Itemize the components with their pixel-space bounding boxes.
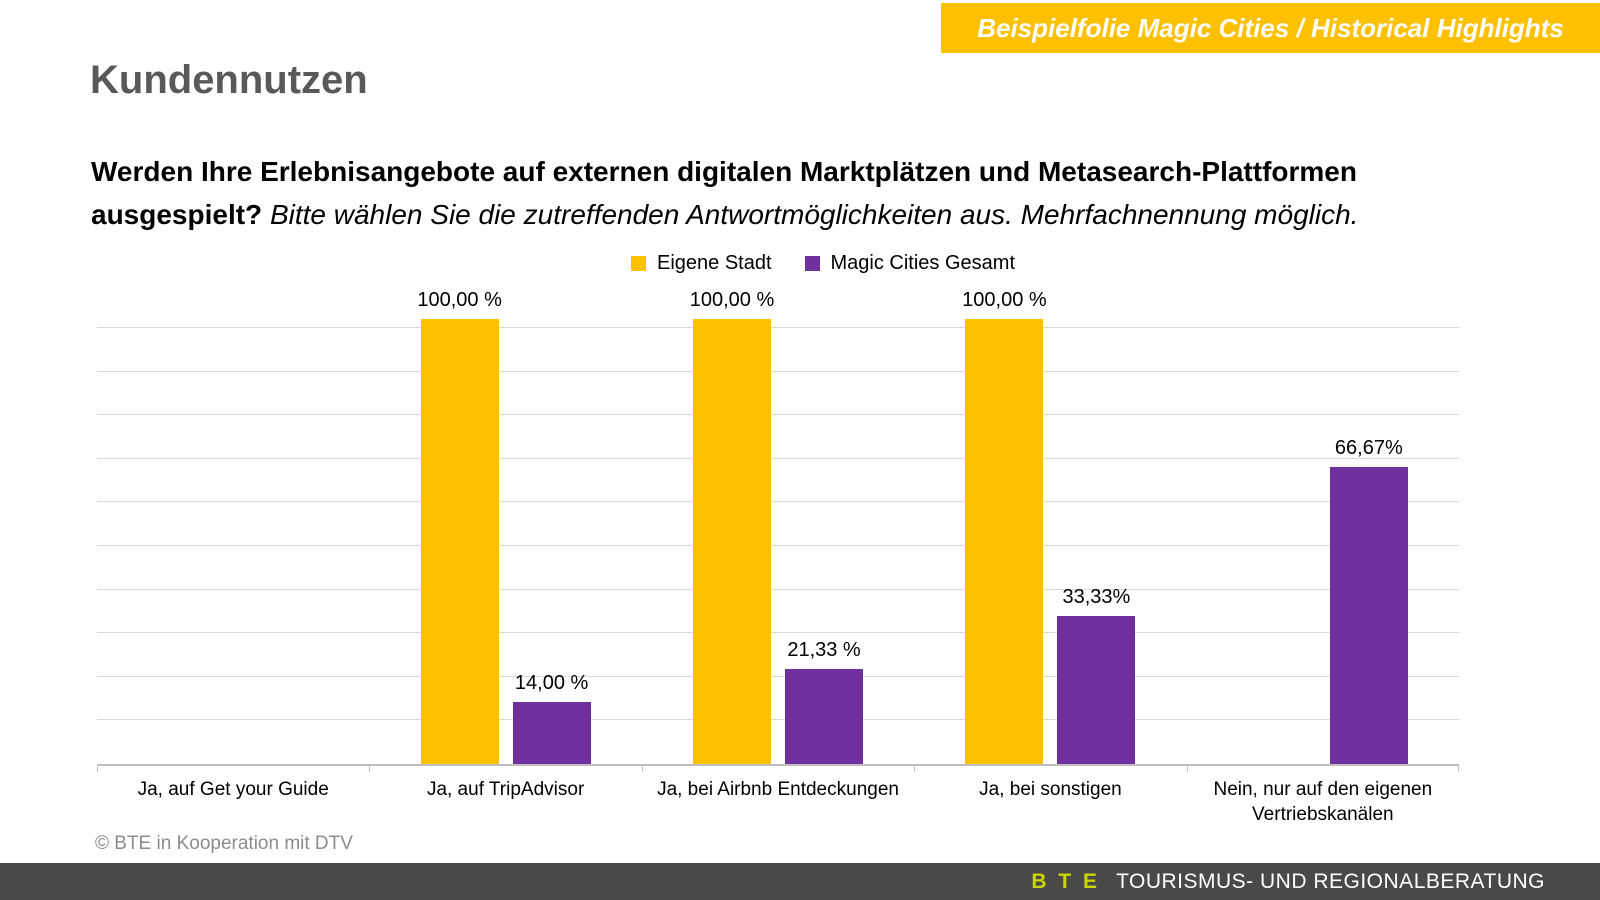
page-title: Kundennutzen	[90, 58, 368, 102]
bar-eigene-stadt: 100,00 %	[417, 289, 502, 764]
gridline	[97, 457, 1459, 459]
bars-row: 100,00 % 14,00 % 100,00 % 21,33 % 100,00 % 33…	[97, 289, 1459, 764]
axis-tick	[1186, 764, 1188, 772]
gridline	[97, 675, 1459, 677]
header-banner: Beispielfolie Magic Cities / Historical …	[941, 3, 1600, 53]
category-slot: 100,00 % 14,00 %	[369, 289, 641, 764]
gridline	[97, 588, 1459, 590]
gridline	[97, 501, 1459, 503]
bar-value-label: 66,67%	[1334, 437, 1403, 460]
banner-text: Beispielfolie Magic Cities / Historical …	[977, 12, 1564, 43]
legend-label: Magic Cities Gesamt	[830, 251, 1016, 274]
axis-tick	[97, 764, 98, 772]
category-label: Nein, nur auf den eigenen Vertriebskanäle…	[1213, 779, 1433, 825]
bar-value-label: 100,00 %	[689, 289, 775, 311]
category-slot: 100,00 % 33,33%	[914, 289, 1186, 764]
legend-swatch	[630, 255, 646, 271]
question-bold-line1: Werden Ihre Erlebnisangebote auf externe…	[91, 156, 1357, 187]
gridline	[97, 719, 1459, 721]
bar-magic-cities-gesamt: 14,00 %	[512, 672, 591, 764]
category-slot: 100,00 % 21,33 %	[642, 289, 914, 764]
legend-label: Eigene Stadt	[656, 251, 772, 274]
axis-tick	[369, 764, 371, 772]
bar-value-label: 100,00 %	[417, 289, 502, 311]
bar-value-label: 100,00 %	[962, 289, 1047, 311]
bar-magic-cities-gesamt: 66,67%	[1329, 437, 1408, 764]
legend-swatch	[804, 255, 820, 271]
category-labels-row: Ja, auf Get your Guide Ja, auf TripAdviso…	[97, 777, 1459, 827]
bar-value-label: 14,00 %	[514, 671, 589, 694]
chart-legend: Eigene Stadt Magic Cities Gesamt	[142, 250, 1504, 276]
axis-tick	[641, 764, 643, 772]
bar-magic-cities-gesamt: 33,33%	[1057, 586, 1136, 764]
bar-eigene-stadt: 100,00 %	[962, 289, 1047, 764]
axis-tick	[1458, 764, 1459, 772]
footer-brand-logo: B T E	[1031, 869, 1101, 893]
question-italic: Bitte wählen Sie die zutreffenden Antwor…	[269, 199, 1359, 230]
gridline	[97, 632, 1459, 634]
question-bold-line2: ausgespielt?	[91, 199, 263, 230]
category-label: Ja, auf TripAdvisor	[426, 779, 585, 800]
gridline	[97, 327, 1459, 328]
category-label: Ja, bei Airbnb Entdeckungen	[657, 779, 899, 800]
footer-brand-text: TOURISMUS- UND REGIONALBERATUNG	[1116, 869, 1545, 893]
bar-chart: Eigene Stadt Magic Cities Gesamt 100,00 %…	[97, 250, 1459, 827]
gridline	[97, 545, 1459, 546]
category-slot	[97, 319, 369, 764]
plot-area: 100,00 % 14,00 % 100,00 % 21,33 % 100,00 % 33…	[97, 289, 1459, 772]
copyright-note: © BTE in Kooperation mit DTV	[95, 833, 353, 854]
bar-value-label: 33,33%	[1062, 585, 1131, 608]
footer-bar: B T E TOURISMUS- UND REGIONALBERATUNG	[0, 863, 1600, 900]
category-label: Ja, bei sonstigen	[979, 779, 1122, 800]
bar-magic-cities-gesamt: 21,33 %	[785, 639, 864, 764]
gridline	[97, 414, 1459, 416]
gridline	[97, 370, 1459, 372]
axis-tick	[914, 764, 916, 772]
legend-item: Eigene Stadt	[630, 251, 772, 275]
question-text: Werden Ihre Erlebnisangebote auf externe…	[91, 150, 1471, 236]
legend-item: Magic Cities Gesamt	[804, 251, 1016, 275]
bar-eigene-stadt: 100,00 %	[690, 289, 774, 764]
category-slot: 66,67%	[1187, 319, 1459, 764]
category-label: Ja, auf Get your Guide	[137, 779, 329, 800]
bar-value-label: 21,33 %	[787, 639, 861, 662]
x-axis-line	[97, 764, 1459, 766]
